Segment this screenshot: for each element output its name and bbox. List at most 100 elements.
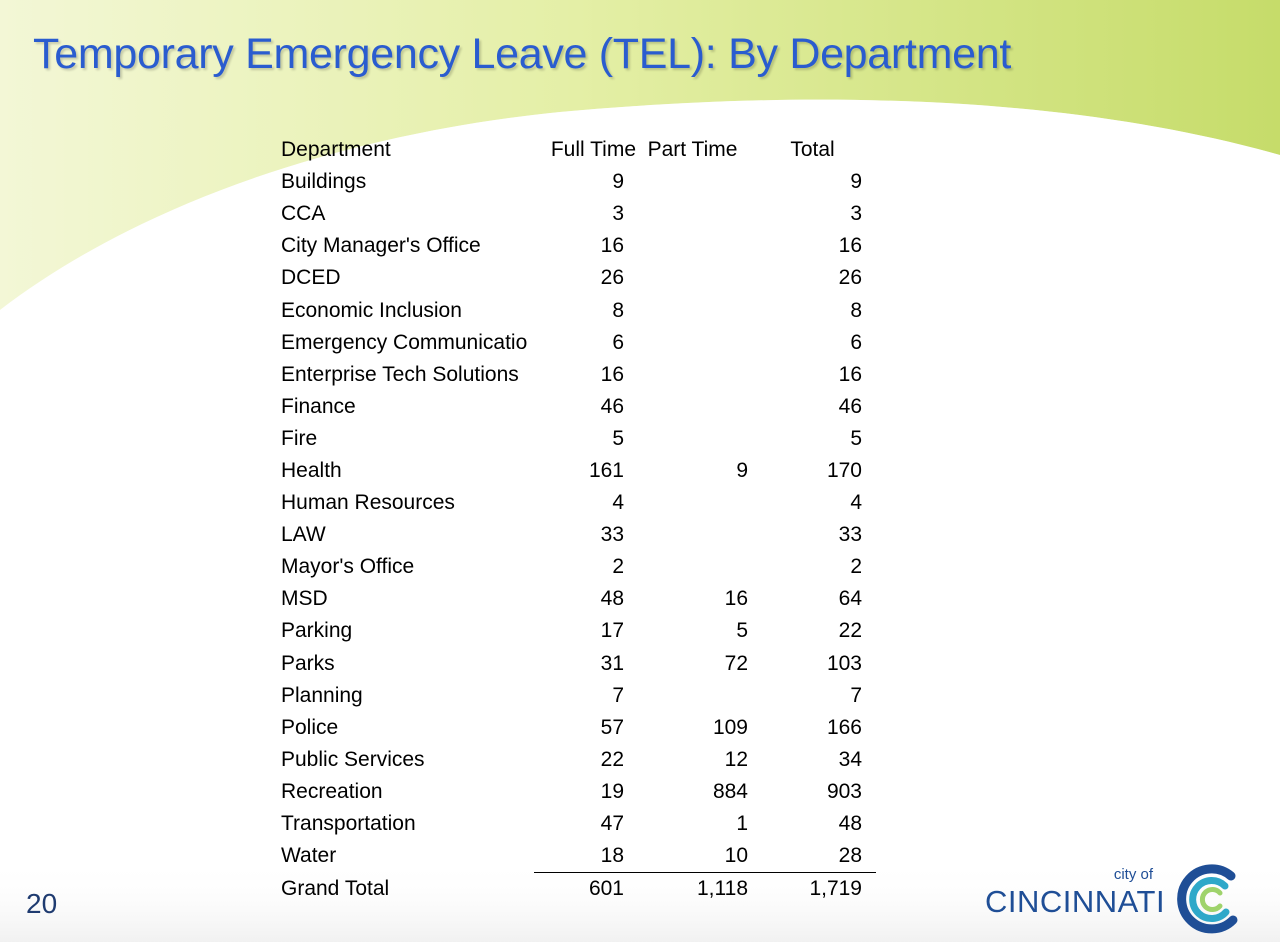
cell-department: Fire	[281, 426, 318, 450]
cell-department: Health	[281, 458, 342, 482]
table-row: CCA 3 3	[278, 198, 876, 230]
cell-full-time: 9	[612, 170, 624, 194]
cell-department: LAW	[281, 523, 326, 547]
cell-department: City Manager's Office	[281, 234, 481, 258]
grand-total-row: Grand Total 601 1,118 1,719	[278, 872, 876, 906]
logo-cincinnati-text: CINCINNATI	[985, 884, 1166, 919]
cell-full-time: 46	[600, 394, 624, 418]
cell-total: 7	[850, 683, 862, 707]
cell-total: 48	[838, 812, 862, 836]
table-row: Economic Inclusion 8 8	[278, 294, 876, 326]
header-part-time: Part Time	[647, 138, 738, 162]
cell-full-time: 4	[612, 491, 624, 515]
table-row: DCED 26 26	[278, 262, 876, 294]
cell-total: 33	[838, 523, 862, 547]
cell-part-time: 72	[724, 651, 748, 675]
cell-full-time: 31	[600, 651, 624, 675]
cell-full-time: 47	[600, 812, 624, 836]
cell-total: 4	[850, 491, 862, 515]
cell-department: Planning	[281, 683, 363, 707]
tel-by-department-table: Department Full Time Part Time Total Bui…	[278, 134, 876, 906]
cell-total: 9	[850, 170, 862, 194]
cell-full-time: 57	[600, 715, 624, 739]
cell-full-time: 5	[612, 426, 624, 450]
table-row: Parks 31 72 103	[278, 648, 876, 680]
cell-part-time: 9	[736, 458, 748, 482]
cell-part-time	[636, 680, 749, 712]
header-department: Department	[281, 138, 391, 162]
cell-total: 903	[826, 779, 862, 803]
cell-part-time	[636, 551, 749, 583]
cell-total: 26	[838, 266, 862, 290]
table-row: Health 161 9 170	[278, 455, 876, 487]
cell-total: 170	[826, 458, 862, 482]
table-row: City Manager's Office 16 16	[278, 230, 876, 262]
cell-department: Recreation	[281, 779, 383, 803]
table-row: MSD 48 16 64	[278, 583, 876, 615]
cell-department: CCA	[281, 202, 326, 226]
cell-total: 6	[850, 330, 862, 354]
cell-department: Economic Inclusion	[281, 298, 462, 322]
table-row: Human Resources 4 4	[278, 487, 876, 519]
table-row: Planning 7 7	[278, 680, 876, 712]
cell-department: Police	[281, 715, 339, 739]
table-row: Buildings 9 9	[278, 166, 876, 198]
cell-full-time: 161	[588, 458, 624, 482]
table-row: Enterprise Tech Solutions 16 16	[278, 359, 876, 391]
cincinnati-c-logo-icon	[1177, 864, 1238, 934]
cell-part-time	[636, 262, 749, 294]
cell-part-time	[636, 487, 749, 519]
cell-part-time	[636, 391, 749, 423]
cell-total: 22	[838, 619, 862, 643]
cell-department: Water	[281, 844, 337, 868]
table-row: Finance 46 46	[278, 391, 876, 423]
cell-full-time: 17	[600, 619, 624, 643]
cell-total: 166	[826, 715, 862, 739]
cell-total: 34	[838, 747, 862, 771]
header-full-time: Full Time	[550, 138, 636, 162]
cell-part-time	[636, 230, 749, 262]
cell-full-time: 2	[612, 555, 624, 579]
slide-number: 20	[26, 888, 58, 919]
cell-part-time	[636, 519, 749, 551]
cell-department: Parks	[281, 651, 335, 675]
logo-city-of-text: city of	[1113, 866, 1153, 883]
table-row: Emergency Communicatio 6 6	[278, 327, 876, 359]
table-row: LAW 33 33	[278, 519, 876, 551]
cell-department: Transportation	[281, 812, 416, 836]
cell-department: Parking	[281, 619, 353, 643]
cell-part-time: 109	[712, 715, 748, 739]
cell-full-time: 3	[612, 202, 624, 226]
cell-total: 2	[850, 555, 862, 579]
grand-total-label: Grand Total	[281, 876, 390, 900]
cell-department: Buildings	[281, 170, 367, 194]
cell-part-time: 12	[724, 747, 748, 771]
cell-part-time: 884	[712, 779, 748, 803]
slide-title: Temporary Emergency Leave (TEL): By Depa…	[33, 30, 1011, 78]
cell-department: Mayor's Office	[281, 555, 415, 579]
table-row: Public Services 22 12 34	[278, 744, 876, 776]
cell-part-time	[636, 327, 749, 359]
city-of-cincinnati-logo: city of CINCINNATI	[985, 862, 1245, 936]
cell-department: Finance	[281, 394, 356, 418]
cell-total: 64	[838, 587, 862, 611]
header-total: Total	[790, 138, 835, 162]
cell-department: Enterprise Tech Solutions	[281, 362, 519, 386]
grand-total-full-time: 601	[534, 872, 636, 906]
cell-full-time: 33	[600, 523, 624, 547]
cell-department: Emergency Communicatio	[281, 330, 528, 354]
cell-full-time: 16	[600, 234, 624, 258]
cell-part-time	[636, 294, 749, 326]
cell-total: 46	[838, 394, 862, 418]
table-header-row: Department Full Time Part Time Total	[278, 134, 876, 166]
cell-part-time: 5	[736, 619, 748, 643]
cell-full-time: 26	[600, 266, 624, 290]
cell-part-time	[636, 359, 749, 391]
table-row: Police 57 109 166	[278, 712, 876, 744]
table-row: Mayor's Office 2 2	[278, 551, 876, 583]
cell-part-time	[636, 198, 749, 230]
cell-part-time: 10	[724, 844, 748, 868]
cell-full-time: 8	[612, 298, 624, 322]
cell-full-time: 18	[600, 844, 624, 868]
table-row: Fire 5 5	[278, 423, 876, 455]
